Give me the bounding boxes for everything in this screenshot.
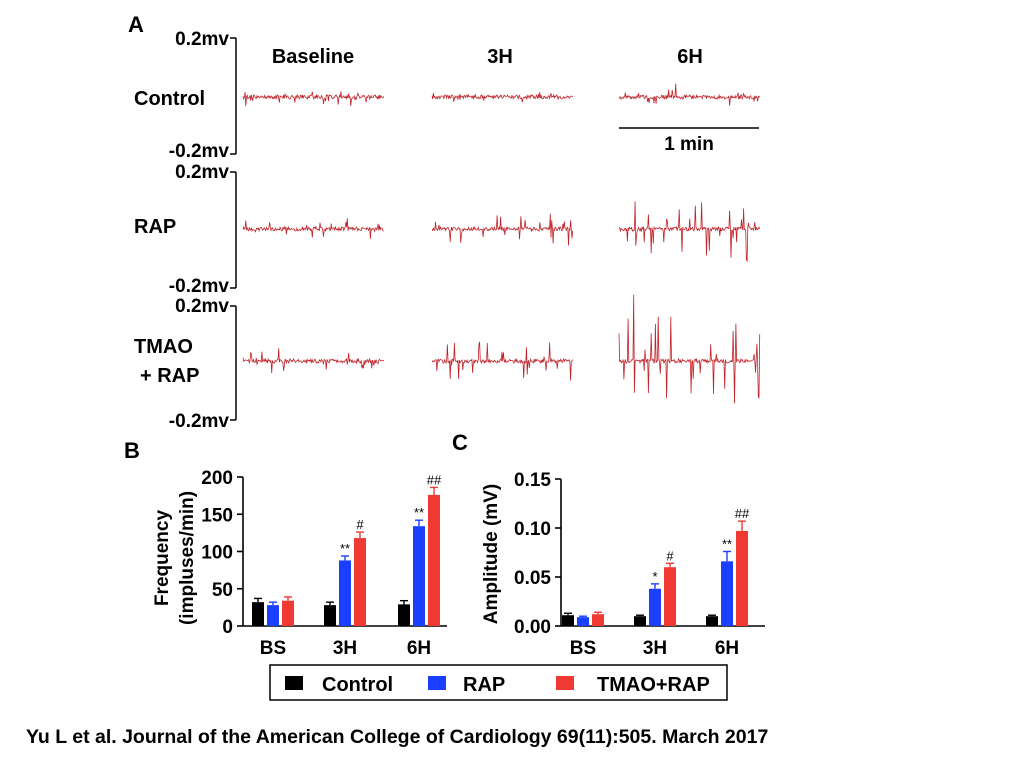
scale-axis-rap: 0.2mv -0.2mv (169, 162, 237, 297)
plot-area: 0 50 100 150 200 BS 3H ** #6H ** ## (201, 468, 447, 659)
bar-control (706, 616, 718, 626)
significance-mark: ** (414, 505, 424, 520)
ecg-trace (618, 294, 761, 404)
panel-c-amplitude-chart: C Amplitude (mV) 0.00 0.05 0.10 0.15 BS 3H * #6… (452, 430, 765, 659)
bar-tmao-rap (592, 614, 604, 626)
y-tick-label: 150 (201, 505, 233, 526)
bar-tmao-rap (736, 530, 748, 626)
significance-mark: # (666, 548, 674, 563)
scale-top-label: 0.2mv (175, 296, 229, 317)
panel-a: A Baseline 3H 6H Control RAP TMAO + RAP … (128, 12, 761, 432)
legend-label-control: Control (322, 674, 393, 696)
row-label-rap: RAP (134, 216, 176, 238)
scale-axis-tmao-rap: 0.2mv -0.2mv (169, 296, 237, 432)
bar-rap (267, 605, 279, 626)
y-axis-title: Frequency (impluses/min) (152, 491, 198, 625)
bar-tmao-rap (354, 538, 366, 626)
significance-mark: ## (735, 506, 750, 521)
x-tick-label: 6H (407, 638, 431, 659)
row-label-tmao: TMAO (134, 336, 193, 358)
y-axis-title: Amplitude (mV) (481, 484, 502, 624)
panel-a-label: A (128, 12, 144, 37)
ecg-trace (431, 341, 574, 381)
y-tick-label: 0 (222, 617, 233, 638)
row-label-plus-rap: + RAP (140, 365, 199, 387)
significance-mark: ** (340, 541, 350, 556)
scalebar-label: 1 min (664, 134, 714, 155)
time-scalebar: 1 min (619, 127, 759, 155)
ecg-trace (618, 201, 761, 263)
y-tick-label: 0.00 (514, 617, 551, 638)
x-tick-label: 3H (333, 638, 357, 659)
scale-top-label: 0.2mv (175, 29, 229, 50)
y-tick-label: 100 (201, 543, 233, 564)
significance-mark: * (652, 569, 657, 584)
panel-b-label: B (124, 438, 140, 463)
legend-swatch-tmao-rap (556, 676, 574, 690)
bar-control (252, 602, 264, 626)
ecg-traces (242, 83, 761, 404)
scale-top-label: 0.2mv (175, 162, 229, 183)
panel-b-frequency-chart: B Frequency (impluses/min) 0 50 100 150 200 B… (124, 438, 447, 659)
legend-label-rap: RAP (463, 674, 505, 696)
y-tick-label: 50 (212, 580, 233, 601)
y-tick-label: 0.15 (514, 470, 551, 491)
citation: Yu L et al. Journal of the American Coll… (26, 726, 769, 748)
scale-axis-control: 0.2mv -0.2mv (169, 29, 237, 162)
x-tick-label: 3H (643, 638, 667, 659)
legend-label-tmao-rap: TMAO+RAP (597, 674, 710, 696)
ecg-trace (242, 218, 384, 239)
row-label-control: Control (134, 88, 205, 110)
legend: Control RAP TMAO+RAP (269, 664, 728, 701)
column-header-baseline: Baseline (272, 46, 354, 68)
bar-rap (413, 526, 425, 626)
bar-control (634, 616, 646, 626)
panel-c-label: C (452, 430, 468, 455)
ecg-trace (242, 348, 385, 374)
bar-rap (577, 617, 589, 626)
scale-bottom-label: -0.2mv (169, 141, 230, 162)
ecg-trace (618, 83, 761, 106)
ecg-trace (242, 91, 385, 107)
scale-bottom-label: -0.2mv (169, 276, 230, 297)
y-tick-label: 200 (201, 468, 233, 489)
x-tick-label: BS (570, 638, 596, 659)
column-header-3h: 3H (487, 46, 513, 68)
y-axis-title-line1: Amplitude (mV) (481, 484, 502, 624)
x-tick-label: BS (260, 638, 286, 659)
column-header-6h: 6H (677, 46, 703, 68)
bar-control (562, 615, 574, 626)
legend-swatch-control (285, 676, 303, 690)
x-tick-label: 6H (715, 638, 739, 659)
plot-area: 0.00 0.05 0.10 0.15 BS 3H * #6H ** ## (514, 470, 765, 659)
significance-mark: ** (722, 537, 732, 552)
y-tick-label: 0.05 (514, 568, 551, 589)
y-axis-title-line1: Frequency (152, 510, 173, 607)
bar-rap (649, 588, 661, 626)
bar-tmao-rap (664, 567, 676, 626)
bar-control (324, 605, 336, 626)
y-axis-title-line2: (impluses/min) (177, 491, 198, 625)
bar-tmao-rap (282, 600, 294, 626)
bar-control (398, 604, 410, 626)
scale-bottom-label: -0.2mv (169, 411, 230, 432)
ecg-trace (431, 213, 574, 246)
y-tick-label: 0.10 (514, 519, 551, 540)
significance-mark: ## (427, 472, 442, 487)
ecg-trace (431, 92, 574, 103)
bar-tmao-rap (428, 494, 440, 626)
bar-rap (721, 561, 733, 626)
legend-swatch-rap (428, 676, 446, 690)
bar-rap (339, 560, 351, 626)
significance-mark: # (356, 517, 364, 532)
